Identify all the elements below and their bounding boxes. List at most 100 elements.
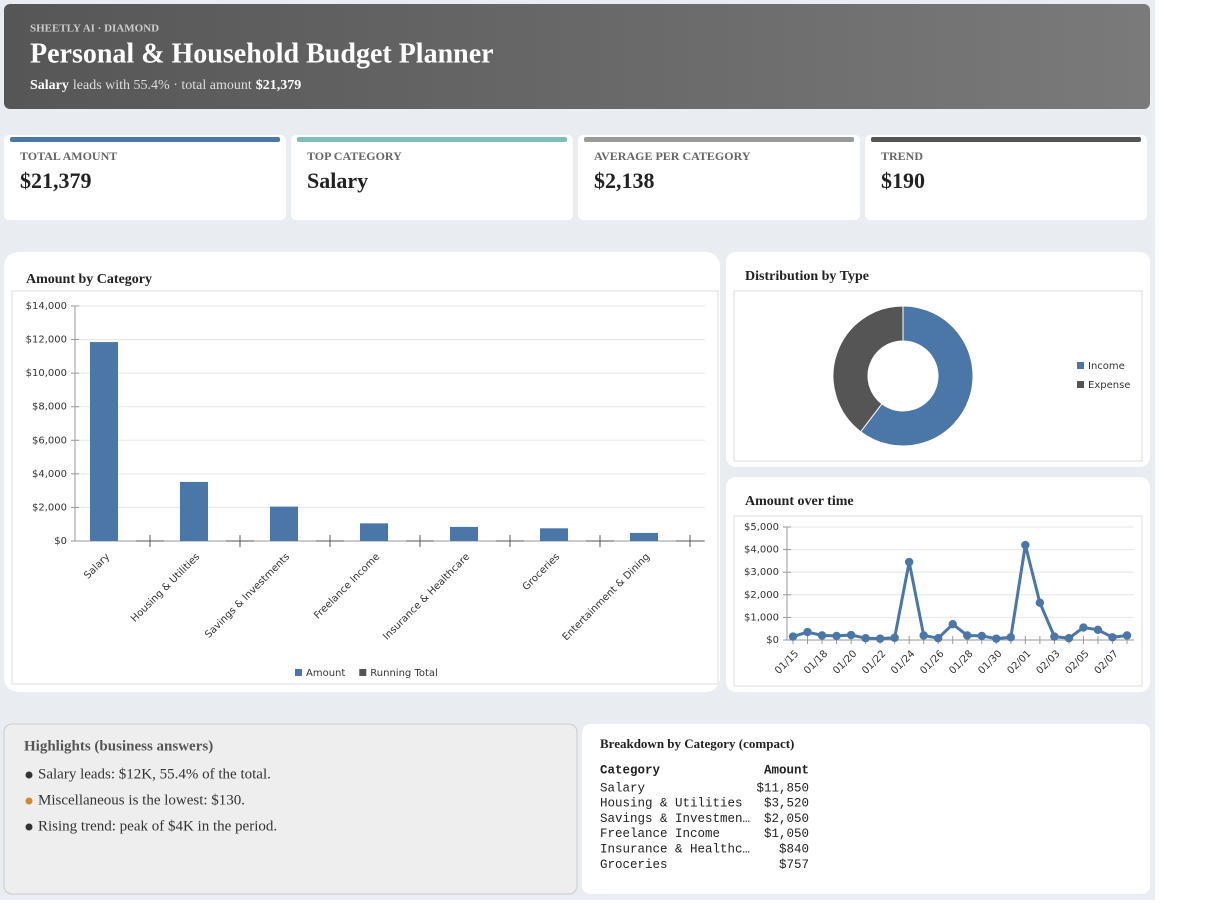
eyebrow: SHEETLY AI · DIAMOND	[30, 23, 159, 35]
bullet	[25, 797, 33, 805]
chart-title: Amount over time	[745, 494, 854, 509]
kpi-accent	[10, 137, 280, 142]
panel	[4, 252, 720, 692]
y-tick-label: $14,000	[26, 301, 67, 312]
point	[1064, 633, 1074, 643]
y-tick-label: $2,000	[32, 502, 67, 513]
legend-label: Amount	[306, 668, 345, 679]
kpi-card	[865, 135, 1147, 220]
highlight-item: Miscellaneous is the lowest: $130.	[38, 792, 245, 808]
kpi-accent	[871, 137, 1141, 142]
y-tick-label: $0	[766, 635, 779, 646]
highlights-panel	[3, 723, 578, 895]
bullet	[25, 771, 33, 779]
plot-frame	[733, 290, 1143, 462]
point	[803, 627, 812, 637]
y-tick-label: $8,000	[32, 402, 67, 413]
table-cell: Freelance Income	[600, 827, 720, 841]
table-cell: $3,520	[764, 797, 809, 811]
point	[1050, 632, 1059, 641]
table-cell: $757	[779, 858, 809, 872]
kpi-accent	[297, 137, 567, 142]
legend-swatch	[295, 669, 302, 676]
table-title: Breakdown by Category (compact)	[600, 736, 794, 751]
plot-frame	[733, 515, 1143, 687]
bar	[450, 526, 478, 541]
donut-slice	[832, 305, 904, 433]
point	[832, 631, 841, 641]
bar	[540, 528, 568, 541]
point	[1021, 540, 1030, 550]
point	[919, 631, 928, 640]
legend-label: Expense	[1088, 380, 1130, 391]
y-tick-label: $4,000	[744, 545, 779, 556]
table-cell: Salary	[600, 781, 646, 795]
kpi-value: Salary	[307, 168, 368, 193]
running-total	[316, 535, 344, 547]
y-tick-label: $12,000	[26, 335, 67, 346]
point	[817, 631, 827, 640]
subtitle: Salary leads with 55.4% · total amount $21…	[30, 78, 301, 93]
point	[1093, 625, 1103, 635]
running-total	[226, 535, 254, 547]
y-tick-label: $0	[54, 536, 67, 547]
point	[977, 631, 986, 641]
kpi-label: TOTAL AMOUNT	[20, 149, 117, 163]
highlight-item: Rising trend: peak of $4K in the period.	[38, 818, 277, 834]
bar	[180, 481, 208, 541]
legend-label: Income	[1088, 361, 1125, 372]
bar	[90, 342, 118, 541]
running-total	[136, 535, 164, 547]
running-total	[496, 535, 524, 547]
point	[992, 634, 1001, 643]
table-cell: Groceries	[600, 858, 668, 872]
point	[1108, 633, 1117, 642]
kpi-card	[578, 135, 860, 220]
highlight-item: Salary leads: $12K, 55.4% of the total.	[38, 766, 271, 782]
kpi-card	[4, 135, 286, 220]
table-cell: $11,850	[756, 781, 809, 795]
kpi-label: TREND	[881, 149, 923, 163]
point	[1079, 623, 1088, 632]
bar	[360, 523, 388, 541]
kpi-value: $2,138	[594, 168, 655, 193]
bar	[270, 506, 298, 541]
legend-swatch	[1077, 381, 1084, 388]
chart-title: Distribution by Type	[745, 269, 869, 284]
point	[1006, 633, 1016, 642]
subtitle-total: $21,379	[256, 78, 302, 93]
point	[861, 633, 870, 643]
kpi-value: $21,379	[20, 168, 92, 193]
title: Personal & Household Budget Planner	[30, 38, 494, 69]
kpi-accent	[584, 137, 854, 142]
running-total	[406, 535, 434, 547]
point	[934, 633, 943, 643]
kpi-value: $190	[881, 168, 925, 193]
table-cell: Insurance & Healthc…	[600, 842, 750, 856]
highlights-title: Highlights (business answers)	[24, 738, 213, 754]
table-header: Category	[600, 763, 661, 777]
legend-label: Running Total	[370, 668, 438, 679]
header	[4, 4, 1150, 109]
point	[890, 633, 899, 642]
point	[788, 632, 798, 641]
legend-swatch	[359, 669, 367, 676]
point	[948, 619, 957, 629]
y-tick-label: $2,000	[744, 590, 779, 601]
y-tick-label: $1,000	[744, 612, 779, 623]
table-header: Amount	[764, 763, 809, 777]
y-tick-label: $4,000	[32, 469, 67, 480]
table-panel	[582, 724, 1150, 894]
point	[963, 631, 972, 640]
point	[846, 630, 856, 640]
table-cell: $1,050	[764, 827, 809, 841]
table-cell: Housing & Utilities	[600, 797, 743, 811]
panel	[726, 477, 1150, 692]
table-cell: $2,050	[764, 812, 809, 826]
plot-frame	[11, 290, 719, 685]
y-tick-label: $5,000	[744, 522, 779, 533]
bar	[630, 532, 658, 541]
kpi-label: TOP CATEGORY	[307, 149, 402, 163]
legend-swatch	[1077, 362, 1084, 369]
